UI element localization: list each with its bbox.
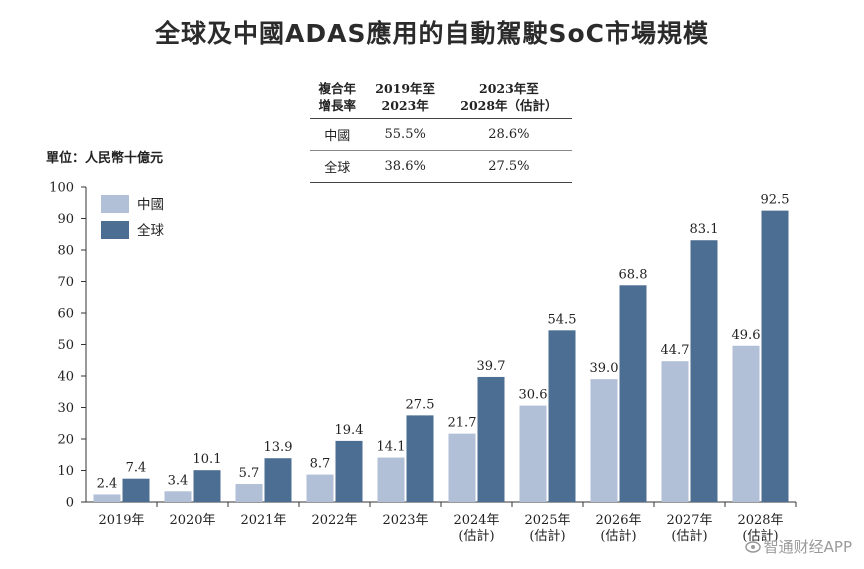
data-label: 21.7 bbox=[448, 416, 477, 431]
data-label: 19.4 bbox=[335, 423, 364, 438]
bar-china bbox=[732, 345, 760, 502]
x-tick-label: 2024年 bbox=[453, 513, 499, 528]
y-tick-label: 90 bbox=[57, 212, 74, 227]
bar-global bbox=[761, 210, 789, 502]
data-label: 92.5 bbox=[761, 193, 790, 208]
y-tick-label: 50 bbox=[57, 338, 74, 353]
bar-global bbox=[335, 440, 363, 502]
data-label: 7.4 bbox=[126, 461, 147, 476]
cagr-row-china: 中國 55.5% 28.6% bbox=[310, 119, 572, 151]
x-tick-label: 2026年 bbox=[595, 513, 641, 528]
x-tick-label: 2027年 bbox=[666, 513, 712, 528]
x-tick-label: (估計) bbox=[600, 528, 636, 544]
cagr-table: 複合年 增長率 2019年至 2023年 2023年至 2028年（估計） 中國… bbox=[310, 78, 572, 183]
x-tick-label: (估計) bbox=[671, 528, 707, 544]
data-label: 39.0 bbox=[590, 361, 619, 376]
bar-global bbox=[193, 470, 221, 502]
data-label: 49.6 bbox=[732, 328, 761, 343]
chart-title: 全球及中國ADAS應用的自動駕駛SoC市場規模 bbox=[155, 19, 709, 48]
data-label: 83.1 bbox=[690, 222, 719, 237]
legend-swatch bbox=[101, 195, 129, 213]
x-tick-label: (估計) bbox=[458, 528, 494, 544]
cagr-cell-region: 中國 bbox=[324, 129, 351, 144]
y-tick-label: 40 bbox=[57, 370, 74, 385]
x-tick-label: 2022年 bbox=[311, 513, 357, 528]
data-label: 8.7 bbox=[310, 457, 331, 472]
y-tick-label: 100 bbox=[49, 181, 74, 196]
data-label: 68.8 bbox=[619, 267, 648, 282]
data-label: 39.7 bbox=[477, 359, 506, 374]
bar-global bbox=[477, 376, 505, 502]
bar-china bbox=[661, 361, 689, 502]
bar-china bbox=[235, 484, 263, 502]
cagr-header-row: 複合年 增長率 2019年至 2023年 2023年至 2028年（估計） bbox=[310, 78, 572, 119]
bar-china bbox=[164, 491, 192, 502]
y-axis: 0 10 20 30 40 50 60 70 80 90 100 bbox=[49, 181, 87, 511]
watermark: 智通财经APP bbox=[744, 536, 852, 557]
bar-china bbox=[377, 457, 405, 502]
legend-label: 全球 bbox=[137, 222, 164, 239]
cagr-row-global: 全球 38.6% 27.5% bbox=[310, 151, 572, 183]
data-label: 3.4 bbox=[168, 473, 189, 488]
bar-china bbox=[93, 494, 121, 502]
bar-global bbox=[406, 415, 434, 502]
x-tick-label: 2028年 bbox=[737, 513, 783, 528]
x-tick-label: 2025年 bbox=[524, 513, 570, 528]
bar-global bbox=[690, 240, 718, 503]
bar-china bbox=[519, 405, 547, 502]
bar-global bbox=[548, 330, 576, 502]
cagr-cell-region: 全球 bbox=[324, 161, 351, 176]
watermark-text: 智通财经APP bbox=[763, 538, 852, 556]
y-tick-label: 10 bbox=[57, 464, 74, 479]
cagr-header-metric: 複合年 增長率 bbox=[318, 81, 357, 113]
y-tick-label: 20 bbox=[57, 433, 74, 448]
x-axis: 2019年 2020年 2021年 2022年 2023年 2024年(估計)2025年(… bbox=[86, 501, 797, 544]
legend-label: 中國 bbox=[137, 197, 164, 213]
y-tick-label: 30 bbox=[57, 401, 74, 416]
y-tick-label: 60 bbox=[57, 307, 74, 322]
data-label: 30.6 bbox=[519, 388, 548, 403]
cagr-header-2019-2023: 2019年至 2023年 bbox=[375, 81, 436, 113]
bar-global bbox=[264, 458, 292, 502]
weibo-eye-icon bbox=[744, 541, 761, 553]
bar-china bbox=[306, 474, 334, 502]
bar-china bbox=[448, 433, 476, 502]
cagr-cell-value: 55.5% bbox=[384, 127, 426, 142]
cagr-header-2023-2028: 2023年至 2028年（估計） bbox=[460, 81, 558, 113]
x-tick-label: 2023年 bbox=[382, 513, 428, 528]
data-label: 27.5 bbox=[406, 397, 435, 412]
cagr-cell-value: 38.6% bbox=[384, 159, 426, 174]
data-label: 5.7 bbox=[239, 466, 260, 481]
x-tick-label: (估計) bbox=[529, 528, 565, 544]
y-tick-label: 80 bbox=[57, 244, 74, 259]
cagr-cell-value: 28.6% bbox=[488, 127, 530, 142]
y-tick-label: 70 bbox=[57, 275, 74, 290]
bar-global bbox=[122, 478, 150, 502]
data-label: 44.7 bbox=[661, 343, 690, 358]
x-tick-label: (估計) bbox=[742, 528, 778, 544]
x-tick-label: 2021年 bbox=[240, 513, 286, 528]
bars: 2.4 7.4 3.4 10.1 5.7 13.9 8.7 19.4 14.1 27.5 21.7 3… bbox=[93, 193, 790, 503]
bar-global bbox=[619, 285, 647, 502]
y-tick-label: 0 bbox=[66, 496, 74, 511]
legend-swatch bbox=[101, 221, 129, 239]
data-label: 54.5 bbox=[548, 312, 577, 327]
data-label: 13.9 bbox=[264, 440, 293, 455]
cagr-cell-value: 27.5% bbox=[488, 159, 530, 174]
data-label: 10.1 bbox=[193, 452, 222, 467]
data-label: 2.4 bbox=[97, 476, 118, 491]
data-label: 14.1 bbox=[377, 440, 406, 455]
unit-label: 單位：人民幣十億元 bbox=[46, 151, 164, 166]
x-tick-label: 2020年 bbox=[169, 513, 215, 528]
x-tick-label: 2019年 bbox=[98, 513, 144, 528]
bar-china bbox=[590, 379, 618, 502]
